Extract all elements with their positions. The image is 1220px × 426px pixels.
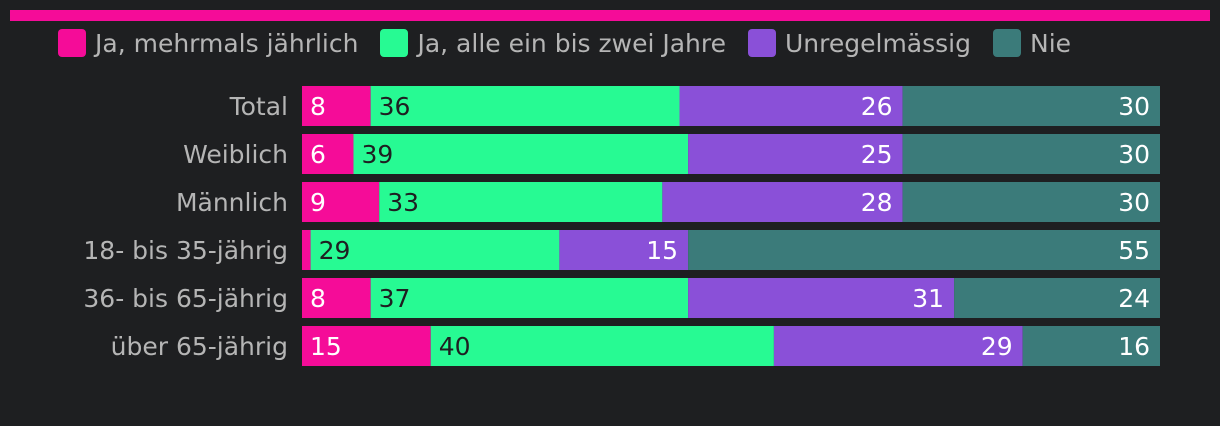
data-label-unregelm-ssig-18-bis-35-j-hrig: 15 — [646, 236, 678, 265]
bar-ja-mehrmals-j-hrlich-18-bis-35-j-hrig — [302, 230, 311, 270]
bar-ja-alle-ein-bis-zwei-jahre-ber-65-j-hrig — [430, 326, 774, 366]
category-label-ber-65-j-hrig: über 65-jährig — [111, 332, 288, 361]
legend-item-unregelmaessig: Unregelmässig — [748, 29, 971, 58]
data-label-ja-alle-ein-bis-zwei-jahre-weiblich: 39 — [361, 140, 393, 169]
bar-nie-18-bis-35-j-hrig — [688, 230, 1160, 270]
data-label-ja-alle-ein-bis-zwei-jahre-18-bis-35-j-hrig: 29 — [319, 236, 351, 265]
bar-nie-m-nnlich — [902, 182, 1160, 222]
bar-ja-alle-ein-bis-zwei-jahre-36-bis-65-j-hrig — [370, 278, 689, 318]
legend-label-mehrmals: Ja, mehrmals jährlich — [95, 28, 359, 58]
bar-ja-mehrmals-j-hrlich-m-nnlich — [302, 182, 380, 222]
legend-swatch-alle-ein-bis-zwei-jahre — [380, 29, 409, 57]
bar-unregelm-ssig-ber-65-j-hrig — [773, 326, 1023, 366]
data-label-nie-weiblich: 30 — [1118, 140, 1150, 169]
bar-unregelm-ssig-total — [679, 86, 903, 126]
data-label-ja-mehrmals-j-hrlich-m-nnlich: 9 — [310, 188, 326, 217]
data-label-nie-18-bis-35-j-hrig: 55 — [1118, 236, 1150, 265]
category-label-weiblich: Weiblich — [183, 140, 288, 169]
data-label-ja-mehrmals-j-hrlich-total: 8 — [310, 92, 326, 121]
bar-nie-ber-65-j-hrig — [1022, 326, 1160, 366]
data-label-unregelm-ssig-total: 26 — [861, 92, 893, 121]
bar-ja-alle-ein-bis-zwei-jahre-total — [370, 86, 680, 126]
bar-nie-total — [902, 86, 1160, 126]
data-label-nie-36-bis-65-j-hrig: 24 — [1118, 284, 1150, 313]
legend-swatch-mehrmals — [58, 29, 86, 57]
data-label-unregelm-ssig-m-nnlich: 28 — [861, 188, 893, 217]
bar-nie-36-bis-65-j-hrig — [954, 278, 1160, 318]
bar-ja-alle-ein-bis-zwei-jahre-weiblich — [353, 134, 689, 174]
bar-ja-mehrmals-j-hrlich-total — [302, 86, 371, 126]
bar-ja-alle-ein-bis-zwei-jahre-m-nnlich — [379, 182, 663, 222]
data-label-ja-alle-ein-bis-zwei-jahre-36-bis-65-j-hrig: 37 — [379, 284, 411, 313]
data-label-nie-m-nnlich: 30 — [1118, 188, 1150, 217]
bar-unregelm-ssig-18-bis-35-j-hrig — [559, 230, 689, 270]
data-label-ja-mehrmals-j-hrlich-ber-65-j-hrig: 15 — [310, 332, 342, 361]
legend-swatch-nie — [993, 29, 1021, 57]
data-label-ja-mehrmals-j-hrlich-36-bis-65-j-hrig: 8 — [310, 284, 326, 313]
bar-ja-mehrmals-j-hrlich-36-bis-65-j-hrig — [302, 278, 371, 318]
category-label-18-bis-35-j-hrig: 18- bis 35-jährig — [83, 236, 288, 265]
data-label-nie-total: 30 — [1118, 92, 1150, 121]
data-label-ja-alle-ein-bis-zwei-jahre-total: 36 — [379, 92, 411, 121]
bar-unregelm-ssig-36-bis-65-j-hrig — [688, 278, 955, 318]
legend-label-unregelmaessig: Unregelmässig — [785, 28, 971, 58]
data-label-nie-ber-65-j-hrig: 16 — [1118, 332, 1150, 361]
legend-label-nie: Nie — [1030, 28, 1072, 58]
top-accent-bar — [10, 10, 1210, 21]
data-label-ja-mehrmals-j-hrlich-weiblich: 6 — [310, 140, 326, 169]
data-label-unregelm-ssig-weiblich: 25 — [861, 140, 893, 169]
legend-item-mehrmals: Ja, mehrmals jährlich — [58, 29, 358, 58]
data-label-unregelm-ssig-36-bis-65-j-hrig: 31 — [912, 284, 944, 313]
legend-item-alle-ein-bis-zwei-jahre: Ja, alle ein bis zwei Jahre — [380, 29, 726, 58]
data-label-ja-alle-ein-bis-zwei-jahre-m-nnlich: 33 — [387, 188, 419, 217]
category-label-total: Total — [229, 92, 288, 121]
bar-unregelm-ssig-weiblich — [688, 134, 903, 174]
category-label-m-nnlich: Männlich — [176, 188, 288, 217]
data-label-ja-alle-ein-bis-zwei-jahre-ber-65-j-hrig: 40 — [439, 332, 471, 361]
bar-ja-mehrmals-j-hrlich-weiblich — [302, 134, 354, 174]
legend-item-nie: Nie — [993, 29, 1071, 58]
bar-nie-weiblich — [902, 134, 1160, 174]
category-label-36-bis-65-j-hrig: 36- bis 65-jährig — [83, 284, 288, 313]
bar-ja-alle-ein-bis-zwei-jahre-18-bis-35-j-hrig — [310, 230, 560, 270]
legend-label-alle-ein-bis-zwei-jahre: Ja, alle ein bis zwei Jahre — [417, 28, 726, 58]
bar-ja-mehrmals-j-hrlich-ber-65-j-hrig — [302, 326, 431, 366]
data-label-unregelm-ssig-ber-65-j-hrig: 29 — [981, 332, 1013, 361]
legend-swatch-unregelmaessig — [748, 29, 776, 57]
bar-unregelm-ssig-m-nnlich — [662, 182, 903, 222]
chart-legend: Ja, mehrmals jährlich Ja, alle ein bis z… — [58, 26, 1093, 60]
